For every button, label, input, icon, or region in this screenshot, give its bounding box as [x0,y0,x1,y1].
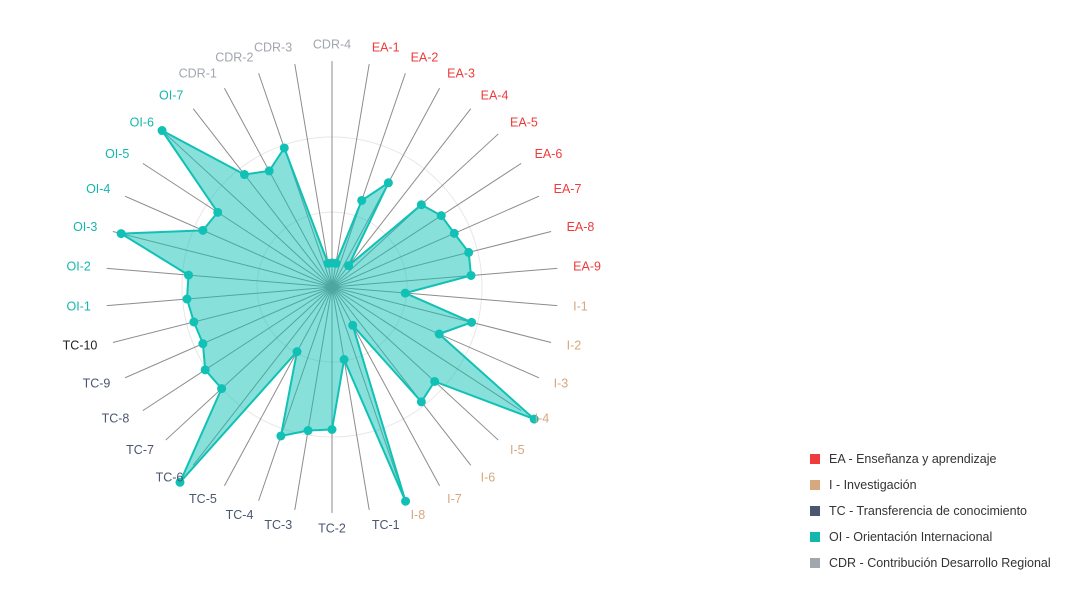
axis-label-tc-7: TC-7 [126,443,154,457]
legend-swatch-ea [810,454,820,464]
axis-label-i-2: I-2 [567,339,582,353]
spoke-ea-4 [331,108,472,288]
data-point-ea-7[interactable] [449,228,459,238]
spoke-ea-1 [331,64,370,288]
data-point-cdr-3[interactable] [323,258,333,268]
legend-swatch-tc [810,506,820,516]
data-point-oi-4[interactable] [198,225,208,235]
axis-label-oi-5: OI-5 [105,147,129,161]
axis-label-i-7: I-7 [447,492,462,506]
legend-label-cdr: CDR - Contribución Desarrollo Regional [829,556,1051,570]
axis-label-i-6: I-6 [481,470,496,484]
axis-label-tc-6: TC-6 [156,470,184,484]
radar-area [120,129,536,503]
legend-item-ea[interactable]: EA - Enseñanza y aprendizaje [810,446,1080,472]
data-point-oi-7[interactable] [239,170,249,180]
legend-item-i[interactable]: I - Investigación [810,472,1080,498]
axis-label-oi-6: OI-6 [130,115,154,129]
data-point-i-6[interactable] [416,397,426,407]
data-point-i-7[interactable] [348,320,358,330]
data-point-cdr-2[interactable] [279,143,289,153]
axis-label-ea-5: EA-5 [510,115,538,129]
axis-label-oi-4: OI-4 [86,182,110,196]
axis-label-cdr-1: CDR-1 [179,66,217,80]
axis-label-tc-5: TC-5 [189,492,217,506]
radar-points [116,126,539,506]
axis-label-ea-3: EA-3 [447,66,475,80]
data-point-ea-6[interactable] [436,211,446,221]
axis-label-ea-7: EA-7 [554,182,582,196]
axis-label-tc-8: TC-8 [102,412,130,426]
axis-label-ea-2: EA-2 [411,50,439,64]
radar-axis-labels: CDR-4 EA-1 EA-2 EA-3 EA-4EA-5 EA-6 EA-7 EA-8 EA-… [63,37,601,535]
data-point-i-8[interactable] [401,496,411,506]
axis-label-oi-1: OI-1 [67,299,91,313]
axis-label-tc-9: TC-9 [83,377,111,391]
legend-label-i: I - Investigación [829,478,917,492]
data-point-oi-2[interactable] [183,270,193,280]
spoke-cdr-3 [294,64,333,288]
radar-series-area [120,129,536,503]
legend-swatch-cdr [810,558,820,568]
axis-label-ea-4: EA-4 [481,88,509,102]
data-point-ea-9[interactable] [466,270,476,280]
axis-label-tc-1: TC-1 [372,518,400,532]
data-point-tc-3[interactable] [303,426,313,436]
data-point-i-4[interactable] [529,414,539,424]
axis-label-tc-2: TC-2 [318,521,346,535]
axis-label-tc-10: TC-10 [63,339,98,353]
axis-label-ea-6: EA-6 [535,147,563,161]
data-point-tc-5[interactable] [292,347,302,357]
axis-label-oi-3: OI-3 [73,220,97,234]
axis-label-i-5: I-5 [510,443,525,457]
data-point-oi-3[interactable] [116,229,126,239]
axis-label-i-1: I-1 [573,299,588,313]
legend-label-oi: OI - Orientación Internacional [829,530,993,544]
legend-label-ea: EA - Enseñanza y aprendizaje [829,452,997,466]
data-point-tc-8[interactable] [200,365,210,375]
axis-label-cdr-4: CDR-4 [313,37,351,51]
axis-label-tc-3: TC-3 [264,518,292,532]
data-point-i-1[interactable] [400,288,410,298]
legend: EA - Enseñanza y aprendizaje I - Investi… [810,446,1080,576]
data-point-tc-4[interactable] [276,431,286,441]
data-point-cdr-1[interactable] [264,166,274,176]
data-point-ea-2[interactable] [357,195,367,205]
axis-label-ea-8: EA-8 [567,220,595,234]
data-point-i-2[interactable] [467,317,477,327]
axis-label-cdr-3: CDR-3 [254,41,292,55]
legend-label-tc: TC - Transferencia de conocimiento [829,504,1028,518]
legend-item-cdr[interactable]: CDR - Contribución Desarrollo Regional [810,550,1080,576]
axis-label-i-4: I-4 [535,412,550,426]
data-point-tc-9[interactable] [198,339,208,349]
data-point-tc-10[interactable] [189,317,199,327]
data-point-tc-2[interactable] [327,425,337,434]
data-point-ea-3[interactable] [383,178,393,188]
axis-label-ea-1: EA-1 [372,41,400,55]
data-point-ea-1[interactable] [331,258,341,268]
legend-swatch-i [810,480,820,490]
data-point-i-3[interactable] [434,329,444,339]
legend-item-tc[interactable]: TC - Transferencia de conocimiento [810,498,1080,524]
axis-label-i-3: I-3 [554,377,569,391]
data-point-tc-6[interactable] [175,477,185,487]
data-point-oi-6[interactable] [157,126,167,136]
legend-swatch-oi [810,532,820,542]
data-point-oi-1[interactable] [182,294,192,304]
data-point-ea-5[interactable] [416,200,426,210]
data-point-ea-8[interactable] [464,247,474,257]
data-point-i-5[interactable] [430,376,440,386]
axis-label-oi-2: OI-2 [67,259,91,273]
data-point-oi-5[interactable] [213,207,223,217]
data-point-tc-7[interactable] [217,384,227,394]
axis-label-cdr-2: CDR-2 [215,50,253,64]
axis-label-oi-7: OI-7 [159,88,183,102]
axis-label-tc-4: TC-4 [226,508,254,522]
data-point-ea-4[interactable] [344,261,354,271]
legend-item-oi[interactable]: OI - Orientación Internacional [810,524,1080,550]
axis-label-i-8: I-8 [411,508,426,522]
data-point-tc-1[interactable] [339,354,349,364]
axis-label-ea-9: EA-9 [573,259,601,273]
